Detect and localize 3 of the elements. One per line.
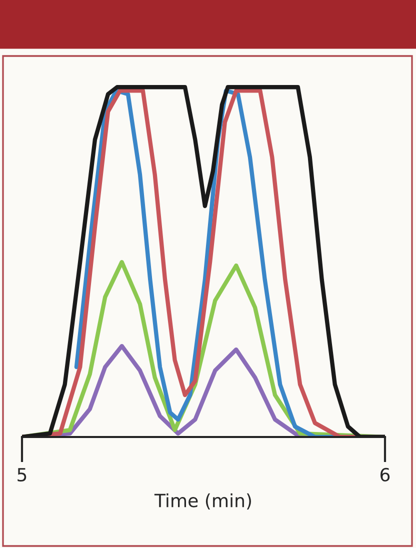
x-axis-title: Time (min) [154, 493, 251, 510]
x-tick-label: 5 [18, 468, 26, 482]
x-tick-label: 6 [380, 468, 390, 482]
